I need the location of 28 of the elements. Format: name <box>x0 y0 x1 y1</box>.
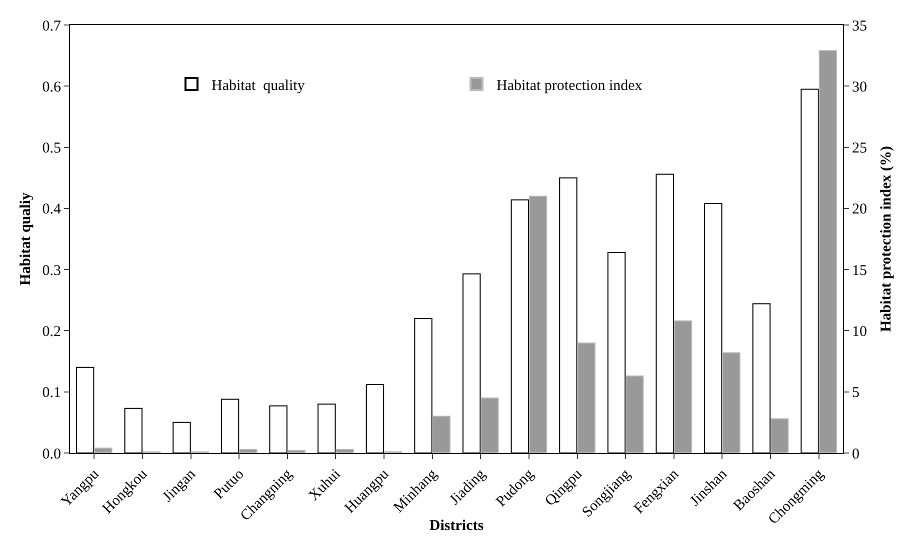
y2-tick-label: 35 <box>852 18 867 34</box>
y2-tick-label: 0 <box>852 446 860 462</box>
y2-tick-label: 10 <box>852 324 867 340</box>
y2-tick-label: 20 <box>852 202 867 218</box>
bar <box>287 450 306 453</box>
bar <box>239 448 258 453</box>
legend-label: Habitat protection index <box>496 78 643 94</box>
bar <box>94 448 112 453</box>
y2-tick-label: 15 <box>852 262 867 279</box>
y2-tick-label: 5 <box>852 385 860 402</box>
bar <box>432 416 451 453</box>
y2-axis-title: Habitat protection index (%) <box>878 146 894 332</box>
legend-label: Habitat quality <box>212 78 306 94</box>
y-axis-title: Habitat qualiy <box>18 192 34 286</box>
bar <box>336 448 354 453</box>
y-tick-label: 0.6 <box>42 79 62 96</box>
y-tick-label: 0.3 <box>42 262 61 279</box>
y-tick-label: 0.1 <box>42 385 61 402</box>
y-tick-label: 0.4 <box>42 202 62 218</box>
x-axis-title: Districts <box>429 518 484 534</box>
y2-tick-label: 30 <box>852 79 867 96</box>
y-tick-label: 0.0 <box>42 446 61 462</box>
y-tick-label: 0.7 <box>42 18 62 34</box>
y2-tick-label: 25 <box>852 140 867 157</box>
y-tick-label: 0.2 <box>42 324 61 340</box>
bar <box>770 418 789 453</box>
y-tick-label: 0.5 <box>42 140 61 157</box>
bar <box>480 397 499 453</box>
